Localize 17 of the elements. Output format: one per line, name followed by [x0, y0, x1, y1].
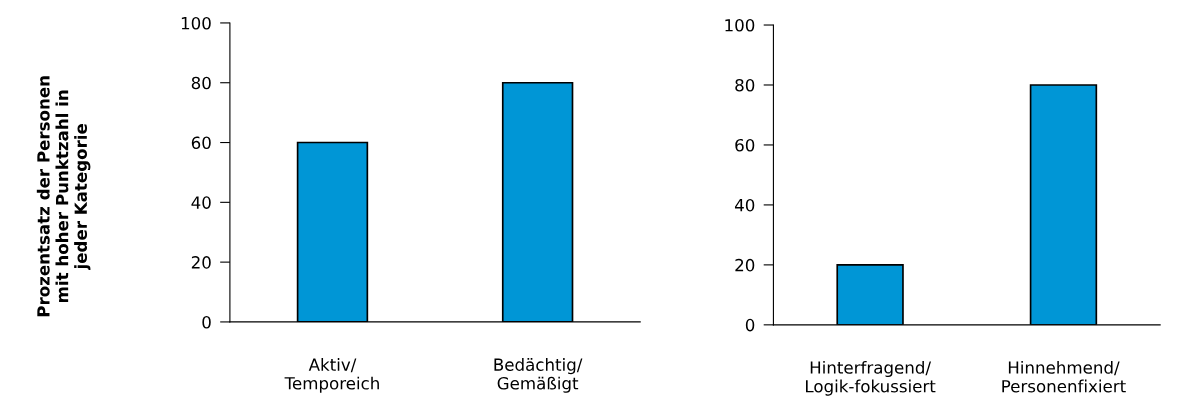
- y-tick-label: 40: [191, 196, 211, 209]
- y-tick-label: 20: [735, 258, 755, 272]
- y-tick-label: 80: [191, 76, 211, 90]
- y-axis-title: Prozentsatz der Personen mit hoher Punktzahl in jeder Kategorie: [36, 76, 91, 317]
- x-tick-label: Bedächtig/ Gemäßigt: [494, 358, 583, 393]
- y-tick-label: 40: [734, 198, 755, 212]
- y-tick-label: 0: [202, 315, 211, 329]
- x-tick-label: Aktiv/ Temporeich: [284, 358, 379, 393]
- y-tick-label: 100: [725, 18, 755, 32]
- y-tick-label: 0: [745, 318, 755, 332]
- x-tick-label: Hinnehmend/ Personenfixiert: [1002, 360, 1126, 393]
- y-tick-label: 20: [191, 256, 211, 269]
- y-tick-label: 80: [735, 78, 755, 92]
- y-tick-label: 100: [181, 16, 211, 30]
- y-tick-label: 60: [191, 136, 211, 150]
- y-tick-label: 60: [735, 138, 755, 152]
- x-tick-label: Hinterfragend/ Logik-fokussiert: [806, 360, 936, 396]
